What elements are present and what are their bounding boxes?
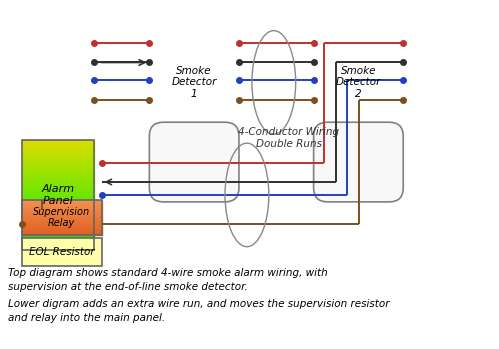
FancyBboxPatch shape: [149, 122, 239, 202]
Bar: [22, 219, 102, 220]
Bar: [22, 162, 94, 165]
Bar: [22, 223, 102, 224]
Bar: [22, 200, 102, 235]
Bar: [22, 168, 94, 170]
Bar: [22, 200, 102, 201]
Bar: [22, 217, 94, 220]
Bar: [22, 211, 94, 214]
Bar: [22, 140, 94, 143]
Bar: [22, 214, 94, 217]
Bar: [22, 222, 94, 225]
Bar: [22, 140, 94, 250]
Bar: [22, 202, 102, 203]
Bar: [22, 222, 102, 223]
Bar: [22, 157, 94, 159]
Bar: [22, 228, 102, 229]
Bar: [22, 195, 94, 198]
Bar: [22, 204, 102, 205]
Bar: [22, 206, 94, 209]
Text: Top diagram shows standard 4-wire smoke alarm wiring, with: Top diagram shows standard 4-wire smoke …: [8, 268, 328, 277]
Bar: [22, 234, 102, 235]
Bar: [22, 225, 94, 228]
Bar: [22, 213, 102, 214]
Bar: [22, 203, 94, 206]
Text: Lower digram adds an extra wire run, and moves the supervision resistor: Lower digram adds an extra wire run, and…: [8, 299, 389, 310]
Text: Smoke
Detector
1: Smoke Detector 1: [172, 66, 217, 99]
Bar: [22, 228, 94, 230]
Text: Alarm
Panel: Alarm Panel: [41, 184, 74, 206]
Bar: [22, 239, 94, 242]
Bar: [22, 212, 102, 213]
Bar: [22, 227, 102, 228]
Bar: [22, 236, 94, 239]
Bar: [22, 170, 94, 173]
Bar: [22, 173, 94, 176]
Bar: [22, 181, 94, 184]
Bar: [22, 190, 94, 192]
Bar: [22, 220, 94, 222]
Bar: [22, 198, 94, 200]
Bar: [22, 238, 102, 266]
Text: supervision at the end-of-line smoke detector.: supervision at the end-of-line smoke det…: [8, 282, 248, 291]
Text: Supervision
Relay: Supervision Relay: [33, 207, 90, 228]
Bar: [22, 187, 94, 190]
Bar: [22, 226, 102, 227]
Bar: [22, 207, 102, 208]
Bar: [22, 203, 102, 204]
Bar: [22, 233, 94, 236]
Bar: [22, 210, 102, 211]
Bar: [22, 211, 102, 212]
Bar: [22, 247, 94, 250]
Bar: [22, 165, 94, 168]
Bar: [22, 209, 94, 211]
Bar: [22, 176, 94, 178]
Bar: [22, 148, 94, 151]
Text: EOL Resistor: EOL Resistor: [29, 247, 94, 257]
Bar: [22, 232, 102, 233]
Bar: [22, 205, 102, 206]
Bar: [22, 159, 94, 162]
Bar: [22, 143, 94, 146]
Bar: [22, 230, 102, 231]
Bar: [22, 209, 102, 210]
Bar: [22, 184, 94, 187]
Bar: [22, 216, 102, 217]
Bar: [22, 200, 94, 203]
Bar: [22, 214, 102, 215]
FancyBboxPatch shape: [314, 122, 403, 202]
Bar: [22, 178, 94, 181]
Text: 4-Conductor Wiring
Double Runs: 4-Conductor Wiring Double Runs: [238, 127, 339, 149]
Bar: [22, 233, 102, 234]
Bar: [22, 230, 94, 233]
Bar: [22, 201, 102, 202]
Text: and relay into the main panel.: and relay into the main panel.: [8, 313, 165, 324]
Bar: [22, 217, 102, 218]
Bar: [22, 192, 94, 195]
Bar: [22, 242, 94, 244]
Bar: [22, 208, 102, 209]
Bar: [22, 229, 102, 230]
Bar: [22, 231, 102, 232]
Bar: [22, 154, 94, 157]
Bar: [22, 146, 94, 148]
Bar: [22, 225, 102, 226]
Bar: [22, 215, 102, 216]
Text: Smoke
Detector
2: Smoke Detector 2: [336, 66, 381, 99]
Bar: [22, 224, 102, 225]
Bar: [22, 218, 102, 219]
Bar: [22, 220, 102, 221]
Bar: [22, 221, 102, 222]
Bar: [22, 151, 94, 154]
Bar: [22, 206, 102, 207]
Bar: [22, 244, 94, 247]
